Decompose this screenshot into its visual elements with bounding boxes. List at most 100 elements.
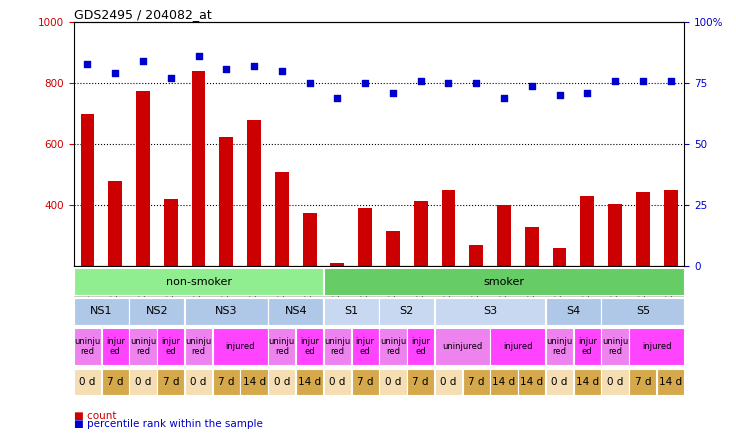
Bar — [358, 208, 372, 266]
Bar — [80, 114, 94, 266]
Point — [165, 75, 177, 82]
Bar — [247, 120, 261, 266]
Bar — [407, 369, 434, 395]
Text: injured: injured — [225, 342, 255, 351]
Bar — [546, 298, 601, 325]
Bar — [296, 369, 323, 395]
Bar — [302, 213, 316, 266]
Bar — [130, 298, 185, 325]
Bar — [435, 298, 545, 325]
Text: 14 d: 14 d — [659, 377, 682, 387]
Bar — [379, 329, 406, 365]
Bar — [219, 137, 233, 266]
Text: S5: S5 — [636, 306, 650, 317]
Text: 7 d: 7 d — [107, 377, 124, 387]
Bar — [130, 369, 157, 395]
Bar — [102, 329, 129, 365]
Text: uninju
red: uninju red — [74, 337, 101, 356]
Point — [415, 77, 427, 84]
Text: NS1: NS1 — [90, 306, 113, 317]
Point — [609, 77, 621, 84]
Bar — [191, 71, 205, 266]
Bar — [324, 329, 351, 365]
Text: 0 d: 0 d — [551, 377, 567, 387]
Text: injur
ed: injur ed — [300, 337, 319, 356]
Text: smoker: smoker — [484, 277, 525, 287]
Bar — [629, 369, 657, 395]
Text: S2: S2 — [400, 306, 414, 317]
Text: uninju
red: uninju red — [185, 337, 212, 356]
Text: 0 d: 0 d — [385, 377, 401, 387]
Point — [221, 65, 233, 72]
Text: 7 d: 7 d — [412, 377, 429, 387]
Text: 7 d: 7 d — [163, 377, 179, 387]
Text: S3: S3 — [483, 306, 498, 317]
Text: uninju
red: uninju red — [325, 337, 350, 356]
Text: injured: injured — [642, 342, 671, 351]
Bar — [435, 329, 490, 365]
Bar — [601, 298, 684, 325]
Point — [276, 67, 288, 75]
Bar — [546, 369, 573, 395]
Text: 7 d: 7 d — [357, 377, 373, 387]
Bar — [608, 204, 622, 266]
Bar — [185, 329, 212, 365]
Bar — [352, 369, 379, 395]
Text: uninju
red: uninju red — [380, 337, 406, 356]
Bar — [241, 369, 268, 395]
Bar — [74, 269, 323, 295]
Text: uninju
red: uninju red — [269, 337, 295, 356]
Text: 14 d: 14 d — [576, 377, 599, 387]
Text: uninju
red: uninju red — [130, 337, 156, 356]
Text: 0 d: 0 d — [329, 377, 346, 387]
Bar — [352, 329, 379, 365]
Bar — [490, 329, 545, 365]
Bar — [518, 369, 545, 395]
Bar — [102, 369, 129, 395]
Bar — [525, 227, 539, 266]
Text: ■ count: ■ count — [74, 412, 116, 421]
Bar — [213, 369, 240, 395]
Text: 7 d: 7 d — [468, 377, 484, 387]
Bar — [185, 369, 212, 395]
Text: 14 d: 14 d — [520, 377, 543, 387]
Bar — [636, 192, 650, 266]
Point — [637, 77, 648, 84]
Text: uninju
red: uninju red — [546, 337, 573, 356]
Text: injur
ed: injur ed — [578, 337, 597, 356]
Text: 14 d: 14 d — [492, 377, 515, 387]
Text: 0 d: 0 d — [440, 377, 456, 387]
Text: 14 d: 14 d — [243, 377, 266, 387]
Bar — [490, 369, 517, 395]
Point — [470, 80, 482, 87]
Text: uninjured: uninjured — [442, 342, 483, 351]
Text: 7 d: 7 d — [218, 377, 235, 387]
Bar — [379, 298, 434, 325]
Point — [553, 92, 565, 99]
Text: GDS2495 / 204082_at: GDS2495 / 204082_at — [74, 8, 211, 21]
Text: NS3: NS3 — [215, 306, 238, 317]
Bar — [573, 329, 601, 365]
Text: 0 d: 0 d — [274, 377, 290, 387]
Bar — [268, 298, 323, 325]
Point — [387, 90, 399, 97]
Text: injur
ed: injur ed — [355, 337, 375, 356]
Text: NS2: NS2 — [146, 306, 169, 317]
Bar — [268, 369, 295, 395]
Bar — [379, 369, 406, 395]
Bar — [414, 201, 428, 266]
Bar — [275, 172, 289, 266]
Bar — [268, 329, 295, 365]
Bar — [136, 91, 150, 266]
Text: 0 d: 0 d — [607, 377, 623, 387]
Bar — [158, 329, 185, 365]
Text: 0 d: 0 d — [79, 377, 96, 387]
Bar — [629, 329, 684, 365]
Text: 7 d: 7 d — [634, 377, 651, 387]
Text: injur
ed: injur ed — [106, 337, 124, 356]
Point — [498, 95, 510, 102]
Bar — [386, 231, 400, 266]
Bar — [573, 369, 601, 395]
Bar — [657, 369, 684, 395]
Bar — [324, 369, 351, 395]
